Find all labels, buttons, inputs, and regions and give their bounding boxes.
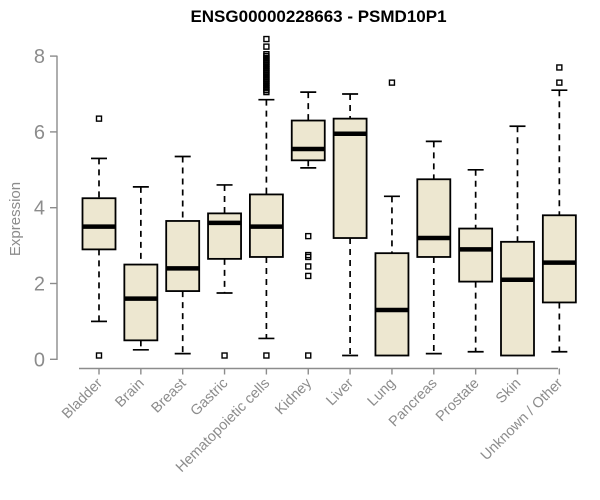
box-iqr (541, 214, 577, 304)
y-tick-label: 0 (34, 349, 45, 371)
box-iqr (374, 252, 410, 357)
outlier-point (305, 352, 312, 359)
box-iqr (207, 212, 242, 260)
x-category-label: Kidney (272, 375, 315, 418)
box-iqr (165, 220, 201, 292)
y-tick-label: 6 (34, 122, 45, 144)
outlier-point (263, 88, 270, 96)
outlier-point (305, 232, 312, 240)
y-tick-label: 4 (34, 198, 45, 220)
x-category-label: Lung (365, 376, 399, 410)
outlier-point (305, 263, 312, 270)
box-iqr (81, 197, 117, 251)
box-iqr (500, 240, 535, 357)
outlier-point (263, 35, 270, 43)
outlier-point (305, 253, 312, 261)
x-category-label: Bladder (59, 375, 106, 422)
box-iqr (416, 178, 452, 258)
outlier-point (95, 352, 103, 359)
box-iqr (123, 263, 159, 342)
box-iqr (290, 119, 326, 162)
box-iqr (458, 227, 494, 283)
outlier-point (263, 352, 270, 359)
outlier-point (263, 43, 270, 50)
x-category-label: Breast (149, 376, 190, 417)
y-tick-label: 2 (34, 274, 45, 296)
x-category-label: Prostate (433, 376, 482, 425)
outlier-point (556, 64, 563, 71)
outlier-point (305, 272, 312, 280)
y-tick-label: 8 (34, 46, 45, 68)
box-iqr (332, 117, 368, 239)
outlier-point (95, 115, 103, 122)
x-category-label: Brain (112, 376, 147, 411)
chart-title: ENSG00000228663 - PSMD10P1 (190, 7, 447, 26)
outlier-point (556, 79, 563, 86)
outlier-point (221, 352, 228, 359)
x-category-label: Skin (493, 376, 524, 407)
x-category-label: Liver (323, 375, 357, 409)
outlier-point (388, 79, 396, 86)
